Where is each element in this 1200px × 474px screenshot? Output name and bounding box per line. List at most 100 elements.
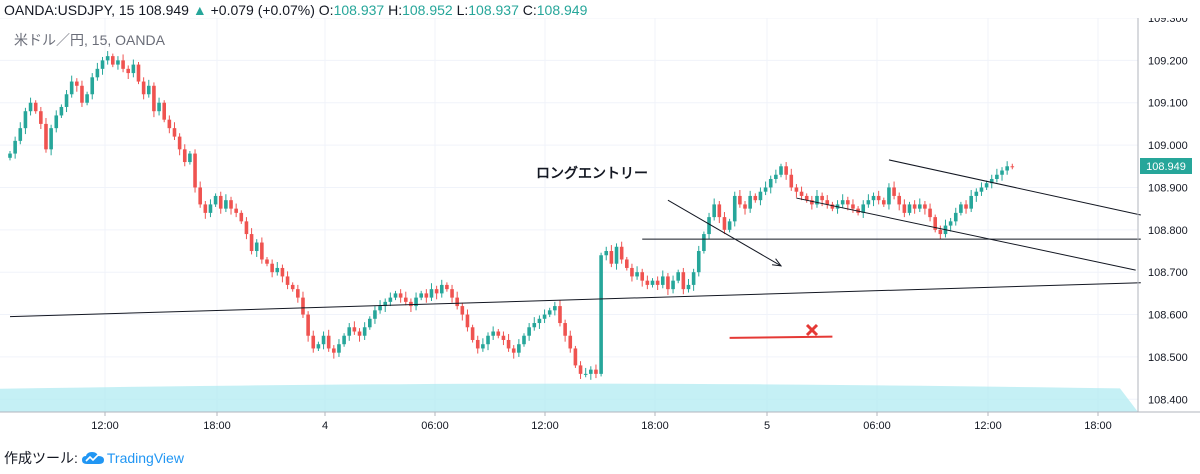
candle-body	[270, 263, 274, 273]
candle-body	[193, 153, 197, 188]
candle-body	[213, 195, 218, 205]
candle-body	[445, 284, 449, 290]
candle-body	[33, 102, 38, 112]
candle-body	[352, 327, 357, 332]
candle-body	[506, 339, 511, 349]
candle-body	[162, 102, 166, 120]
chart-area[interactable]: ロングエントリー 109.300 109.200 109.100 109.000 108…	[0, 18, 1200, 440]
candle-body	[799, 191, 804, 196]
candle-body	[774, 174, 778, 179]
candle-body	[188, 153, 192, 163]
candle-body	[326, 335, 331, 349]
support-trendline	[9, 282, 1141, 318]
price-tick-label: 109.100	[1148, 98, 1188, 110]
price-axis[interactable]: 109.300 109.200 109.100 109.000 108.900 108.8…	[1148, 18, 1188, 406]
candle-body	[59, 106, 64, 116]
current-price-badge: 108.949	[1140, 158, 1192, 174]
candle-body	[80, 85, 84, 103]
candle-body	[655, 280, 660, 285]
candle-body	[542, 314, 547, 319]
candle-body	[23, 111, 28, 129]
candle-body	[347, 327, 352, 336]
candle-body	[383, 301, 388, 307]
time-tick-label: 12:00	[974, 420, 1002, 432]
candle-body	[784, 166, 788, 175]
candle-body	[146, 85, 151, 95]
candle-body	[553, 306, 557, 311]
time-tick-label: 18:00	[641, 420, 669, 432]
candle-body	[434, 289, 439, 294]
candle-body	[902, 204, 907, 213]
candle-body	[969, 195, 973, 209]
entry-arrow	[667, 199, 782, 267]
candle-body	[475, 339, 480, 349]
candle-body	[414, 297, 418, 307]
candle-body	[105, 56, 110, 61]
candle-body	[311, 335, 316, 349]
candle-body	[111, 56, 115, 65]
candle-body	[804, 195, 809, 201]
chart-watermark: 米ドル／円, 15, OANDA	[14, 32, 165, 48]
time-axis[interactable]: 12:00 18:00 4 06:00 12:00 18:00 5 06:00 12:00 18:…	[91, 412, 1112, 432]
close-value: 108.949	[536, 2, 588, 18]
candle-body	[974, 191, 979, 196]
candle-body	[887, 187, 891, 205]
close-mark-icon	[805, 323, 819, 337]
candle-body	[995, 174, 999, 179]
high-label: H:	[388, 2, 403, 18]
candle-body	[393, 293, 398, 298]
candle-body	[265, 259, 269, 264]
candle-body	[583, 373, 588, 375]
candle-body	[90, 77, 95, 95]
candle-body	[481, 344, 485, 349]
open-label: O:	[318, 2, 334, 18]
candle-body	[116, 60, 120, 65]
candle-body	[681, 272, 686, 290]
candle-body	[686, 284, 691, 290]
candle-body	[640, 272, 645, 281]
time-tick-label: 12:00	[91, 420, 119, 432]
candle-body	[465, 314, 470, 328]
price-tick-label: 109.300	[1148, 18, 1188, 25]
tradingview-link[interactable]: TradingView	[81, 450, 184, 466]
candle-body	[496, 331, 501, 336]
candle-body	[136, 64, 141, 82]
candle-body	[491, 331, 495, 336]
candle-body	[337, 344, 341, 353]
candle-body	[44, 123, 48, 150]
candle-body	[876, 195, 881, 201]
candle-body	[249, 234, 254, 252]
candle-body	[342, 335, 346, 345]
candle-body	[100, 60, 105, 69]
candle-body	[573, 348, 578, 366]
candle-body	[707, 217, 711, 235]
candle-body	[779, 166, 783, 175]
price-badge-text: 108.949	[1146, 161, 1186, 173]
candle-body	[897, 195, 902, 205]
candle-body	[450, 289, 454, 298]
candle-body	[239, 212, 244, 222]
price-badge-bg	[1140, 158, 1192, 174]
candle-body	[357, 331, 362, 336]
time-tick-label: 18:00	[1084, 420, 1112, 432]
candle-body	[861, 204, 866, 213]
candle-body	[691, 272, 696, 285]
brand-label: TradingView	[106, 450, 184, 466]
candle-body	[917, 204, 922, 209]
candle-body	[254, 242, 259, 252]
candle-body	[820, 195, 824, 201]
candle-body	[152, 85, 156, 112]
candle-body	[398, 293, 403, 298]
candle-body	[923, 204, 927, 209]
candle-body	[280, 267, 285, 277]
candle-body	[172, 128, 177, 137]
candle-body	[830, 204, 835, 209]
candle-body	[928, 208, 932, 218]
candle-body	[368, 318, 372, 328]
price-chart[interactable]: ロングエントリー 109.300 109.200 109.100 109.000 108…	[0, 18, 1200, 440]
candle-body	[635, 272, 639, 277]
candle-body	[54, 115, 59, 129]
candle-body	[589, 369, 593, 374]
candle-body	[866, 200, 871, 205]
candle-body	[85, 94, 89, 103]
